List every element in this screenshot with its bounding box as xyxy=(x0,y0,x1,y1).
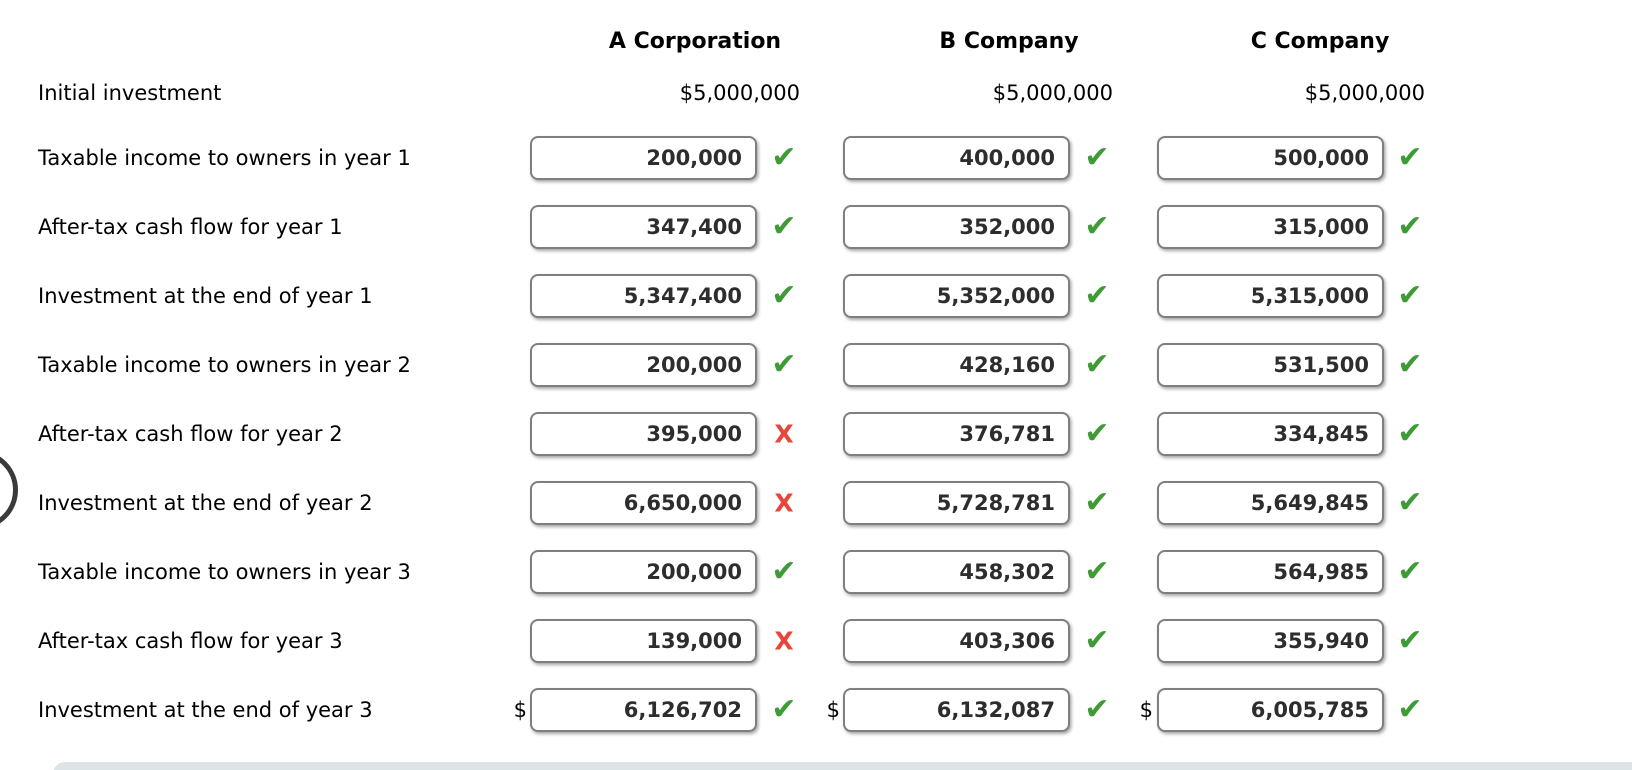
value-input[interactable] xyxy=(1157,205,1384,249)
value-input[interactable] xyxy=(530,550,757,594)
check-icon: ✔ xyxy=(1084,140,1110,175)
column-header-a: A Corporation xyxy=(608,29,782,54)
value-input[interactable] xyxy=(843,205,1070,249)
value-input[interactable] xyxy=(843,136,1070,180)
check-icon: ✔ xyxy=(1084,278,1110,313)
table-row: After-tax cash flow for year 2 X ✔ ✔ xyxy=(0,412,1632,456)
value-input[interactable] xyxy=(530,619,757,663)
value-input[interactable] xyxy=(1157,550,1384,594)
check-icon: ✔ xyxy=(1084,554,1110,589)
value-input[interactable] xyxy=(1157,412,1384,456)
table-row: After-tax cash flow for year 3 X ✔ ✔ xyxy=(0,619,1632,663)
table-row: Taxable income to owners in year 1 ✔ ✔ ✔ xyxy=(0,136,1632,180)
value-input[interactable] xyxy=(530,412,757,456)
check-icon: ✔ xyxy=(771,140,797,175)
row-label: Taxable income to owners in year 1 xyxy=(38,146,411,170)
value-input[interactable] xyxy=(1157,481,1384,525)
value-input[interactable] xyxy=(843,343,1070,387)
value-input[interactable] xyxy=(530,136,757,180)
initial-value-a: $5,000,000 xyxy=(679,81,800,105)
table-row: Investment at the end of year 2 X ✔ ✔ xyxy=(0,481,1632,525)
check-icon: ✔ xyxy=(1084,347,1110,382)
value-input[interactable] xyxy=(843,274,1070,318)
value-input[interactable] xyxy=(843,688,1070,732)
table-row: Taxable income to owners in year 2 ✔ ✔ ✔ xyxy=(0,343,1632,387)
table-row: Investment at the end of year 3 $ ✔ $ ✔ … xyxy=(0,688,1632,732)
row-label: Initial investment xyxy=(38,81,222,105)
row-label: Investment at the end of year 3 xyxy=(38,698,373,722)
row-label: Taxable income to owners in year 3 xyxy=(38,560,411,584)
x-icon: X xyxy=(774,626,794,656)
value-input[interactable] xyxy=(530,688,757,732)
bottom-panel-edge xyxy=(53,762,1632,770)
dollar-prefix: $ xyxy=(826,698,840,722)
check-icon: ✔ xyxy=(771,209,797,244)
value-input[interactable] xyxy=(530,343,757,387)
check-icon: ✔ xyxy=(1397,692,1423,727)
value-input[interactable] xyxy=(843,619,1070,663)
check-icon: ✔ xyxy=(1084,485,1110,520)
check-icon: ✔ xyxy=(1397,485,1423,520)
check-icon: ✔ xyxy=(771,278,797,313)
value-input[interactable] xyxy=(530,274,757,318)
column-header-b: B Company xyxy=(939,29,1079,54)
initial-investment-row: Initial investment $5,000,000 $5,000,000… xyxy=(0,78,1632,108)
dollar-prefix: $ xyxy=(513,698,527,722)
row-label: After-tax cash flow for year 1 xyxy=(38,215,343,239)
x-icon: X xyxy=(774,419,794,449)
value-input[interactable] xyxy=(1157,619,1384,663)
x-icon: X xyxy=(774,488,794,518)
column-header-c: C Company xyxy=(1250,29,1390,54)
check-icon: ✔ xyxy=(1084,692,1110,727)
row-label: Investment at the end of year 2 xyxy=(38,491,373,515)
table-row: Investment at the end of year 1 ✔ ✔ ✔ xyxy=(0,274,1632,318)
check-icon: ✔ xyxy=(1397,209,1423,244)
table-row: After-tax cash flow for year 1 ✔ ✔ ✔ xyxy=(0,205,1632,249)
value-input[interactable] xyxy=(843,412,1070,456)
row-label: After-tax cash flow for year 3 xyxy=(38,629,343,653)
value-input[interactable] xyxy=(1157,274,1384,318)
check-icon: ✔ xyxy=(1084,209,1110,244)
check-icon: ✔ xyxy=(1397,416,1423,451)
dollar-prefix: $ xyxy=(1139,698,1153,722)
value-input[interactable] xyxy=(530,205,757,249)
check-icon: ✔ xyxy=(1397,623,1423,658)
check-icon: ✔ xyxy=(1397,554,1423,589)
value-input[interactable] xyxy=(1157,343,1384,387)
row-label: Taxable income to owners in year 2 xyxy=(38,353,411,377)
check-icon: ✔ xyxy=(771,692,797,727)
row-label: After-tax cash flow for year 2 xyxy=(38,422,343,446)
initial-value-c: $5,000,000 xyxy=(1304,81,1425,105)
initial-value-b: $5,000,000 xyxy=(992,81,1113,105)
check-icon: ✔ xyxy=(1397,140,1423,175)
table-row: Taxable income to owners in year 3 ✔ ✔ ✔ xyxy=(0,550,1632,594)
value-input[interactable] xyxy=(1157,136,1384,180)
check-icon: ✔ xyxy=(1084,416,1110,451)
check-icon: ✔ xyxy=(1084,623,1110,658)
value-input[interactable] xyxy=(530,481,757,525)
value-input[interactable] xyxy=(843,550,1070,594)
check-icon: ✔ xyxy=(771,554,797,589)
check-icon: ✔ xyxy=(1397,278,1423,313)
check-icon: ✔ xyxy=(771,347,797,382)
value-input[interactable] xyxy=(1157,688,1384,732)
check-icon: ✔ xyxy=(1397,347,1423,382)
row-label: Investment at the end of year 1 xyxy=(38,284,373,308)
value-input[interactable] xyxy=(843,481,1070,525)
